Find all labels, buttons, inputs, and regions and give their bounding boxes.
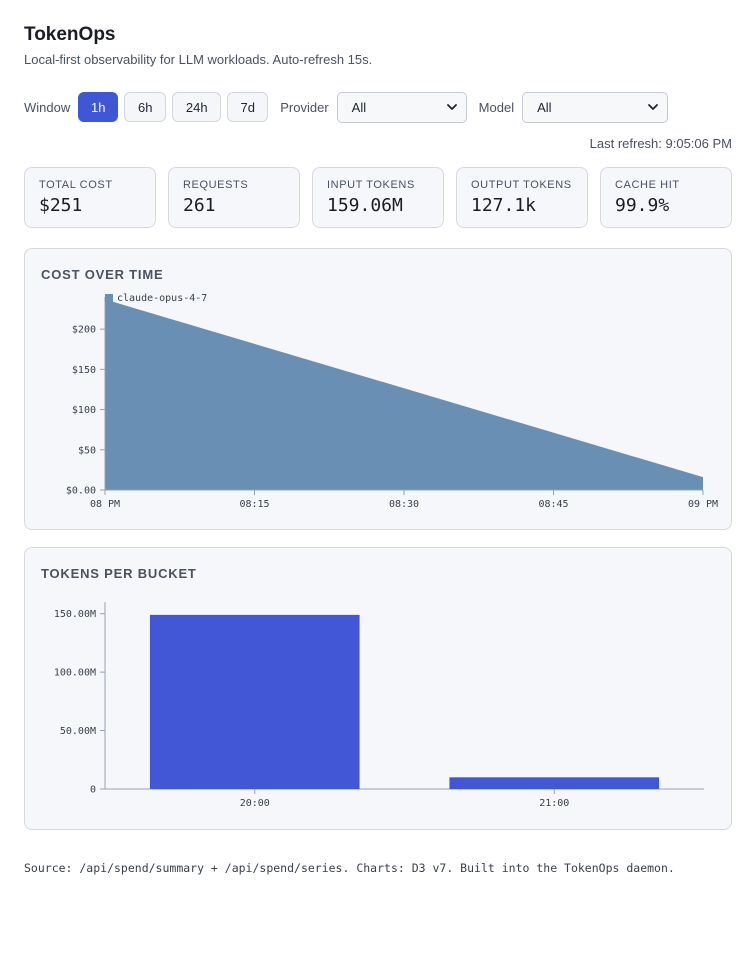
legend-label: claude-opus-4-7 [117, 293, 207, 304]
x-tick-label: 20:00 [240, 798, 270, 809]
stat-label: Output Tokens [471, 179, 572, 191]
stat-card-total-cost: Total Cost $251 [24, 167, 156, 228]
bar-2000 [149, 614, 360, 789]
bar-2100 [449, 777, 660, 789]
stat-label: Total Cost [39, 179, 113, 191]
stat-value: 127.1k [471, 195, 537, 216]
model-select[interactable]: All [522, 91, 669, 123]
stat-card-input-tokens: Input Tokens 159.06M [312, 167, 444, 228]
app-title: TokenOps [24, 24, 116, 45]
area-series-claude-opus-4-7 [105, 299, 703, 490]
y-tick-label: $200 [72, 325, 96, 336]
stat-value: 261 [183, 195, 216, 216]
x-tick-label: 08 PM [90, 499, 120, 510]
stat-card-cache-hit: Cache Hit 99.9% [600, 167, 732, 228]
stat-label: Requests [183, 179, 249, 191]
footer-source-note: Source: /api/spend/summary + /api/spend/… [24, 861, 675, 875]
x-tick-label: 21:00 [539, 798, 569, 809]
y-tick-label: 150.00M [54, 609, 96, 620]
y-tick-label: $50 [78, 445, 96, 456]
stat-value: 159.06M [327, 195, 403, 216]
model-label: Model [478, 99, 515, 115]
chevron-down-icon [446, 104, 457, 110]
y-tick-label: $0.00 [66, 486, 96, 497]
stat-card-output-tokens: Output Tokens 127.1k [456, 167, 588, 228]
stat-card-requests: Requests 261 [168, 167, 300, 228]
window-label: Window [24, 99, 71, 115]
window-1h-button[interactable]: 1h [78, 92, 119, 122]
provider-select-value: All [351, 99, 367, 115]
stat-value: 99.9% [615, 195, 670, 216]
y-tick-label: $150 [72, 365, 96, 376]
chart-title: Tokens per bucket [41, 566, 197, 581]
legend-swatch [105, 294, 113, 302]
x-tick-label: 08:45 [538, 499, 568, 510]
y-tick-label: 50.00M [60, 726, 96, 737]
model-select-value: All [537, 99, 552, 115]
chevron-down-icon [648, 104, 658, 110]
tokens-per-bucket-panel: Tokens per bucket 0 50.00M 100.00M 150.00M 2… [24, 547, 732, 830]
stat-cards: Total Cost $251 Requests 261 Input Token… [24, 167, 732, 228]
x-tick-label: 08:30 [389, 499, 419, 510]
x-tick-label: 08:15 [239, 499, 269, 510]
window-7d-button[interactable]: 7d [227, 92, 269, 122]
filter-controls: Window 1h 6h 24h 7d Provider All Model A… [24, 91, 669, 123]
window-6h-button[interactable]: 6h [124, 92, 167, 122]
tokens-per-bucket-chart: 0 50.00M 100.00M 150.00M 20:00 21:00 [54, 602, 704, 809]
stat-value: $251 [39, 195, 83, 216]
provider-label: Provider [280, 99, 329, 115]
stat-label: Cache Hit [615, 179, 680, 191]
app-subtitle: Local-first observability for LLM worklo… [24, 52, 373, 67]
stat-label: Input Tokens [327, 179, 415, 191]
y-tick-label: 100.00M [54, 668, 96, 679]
window-24h-button[interactable]: 24h [172, 92, 222, 122]
x-tick-label: 09 PM [688, 499, 718, 510]
y-tick-label: 0 [90, 785, 96, 796]
cost-over-time-panel: Cost over time $0.00 $50 $100 $150 $200 08 PM… [24, 248, 732, 530]
cost-over-time-chart: $0.00 $50 $100 $150 $200 08 PM 08:15 08:30 08:45… [66, 293, 718, 510]
last-refresh-text: Last refresh: 9:05:06 PM [589, 136, 732, 151]
provider-select[interactable]: All [336, 91, 467, 123]
chart-title: Cost over time [41, 267, 164, 282]
y-tick-label: $100 [72, 405, 96, 416]
